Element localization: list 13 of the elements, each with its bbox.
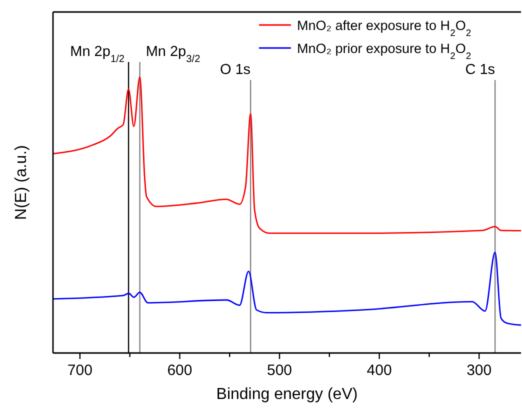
x-tick-label: 300 [466, 362, 492, 379]
x-tick-label: 600 [167, 362, 192, 379]
x-tick-label: 700 [67, 362, 92, 379]
ref-line-label: O 1s [220, 62, 251, 78]
ref-line-label: C 1s [465, 62, 496, 78]
x-axis-title: Binding energy (eV) [216, 386, 358, 403]
x-tick-label: 400 [366, 362, 392, 379]
y-axis-title: N(E) (a.u.) [13, 145, 30, 220]
ref-line-label: Mn 2p$_{1/2}$ [70, 44, 125, 64]
x-tick-label: 500 [267, 362, 292, 379]
ref-line-label: Mn 2p$_{3/2}$ [146, 44, 201, 64]
legend-label: MnO₂ prior exposure to H$_{2}$O$_{2}$ [297, 41, 472, 62]
legend-label: MnO₂ after exposure to H$_{2}$O$_{2}$ [297, 18, 472, 38]
